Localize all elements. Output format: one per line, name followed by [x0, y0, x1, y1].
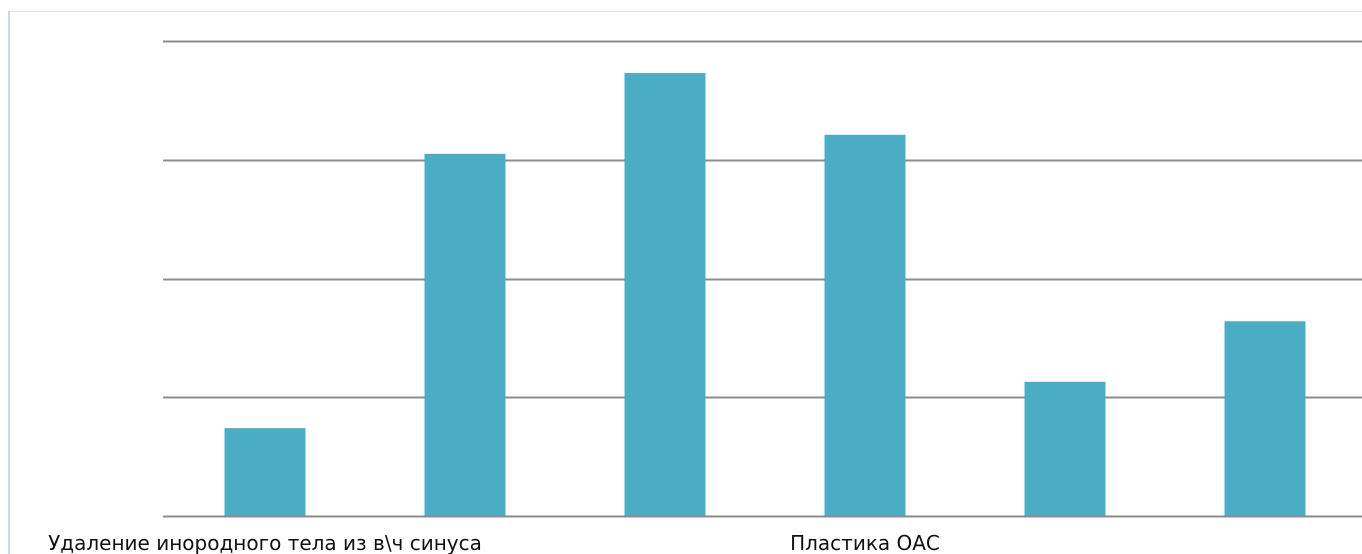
bar-4 — [824, 134, 906, 516]
bar-3 — [624, 73, 706, 516]
category-label-4: Пластика ОАС — [790, 531, 940, 554]
category-label-1: Удаление инородного тела из в\ч синуса — [48, 531, 482, 554]
bar-5 — [1024, 381, 1106, 516]
frame-top-border — [8, 11, 1362, 12]
gridlines — [163, 40, 1362, 399]
category-labels: Удаление инородного тела из в\ч синуса Пл… — [48, 531, 940, 554]
bar-1 — [224, 428, 306, 516]
frame-left-border — [8, 11, 10, 554]
bars — [224, 73, 1306, 516]
bar-2 — [424, 153, 506, 516]
bar-6 — [1224, 321, 1306, 516]
